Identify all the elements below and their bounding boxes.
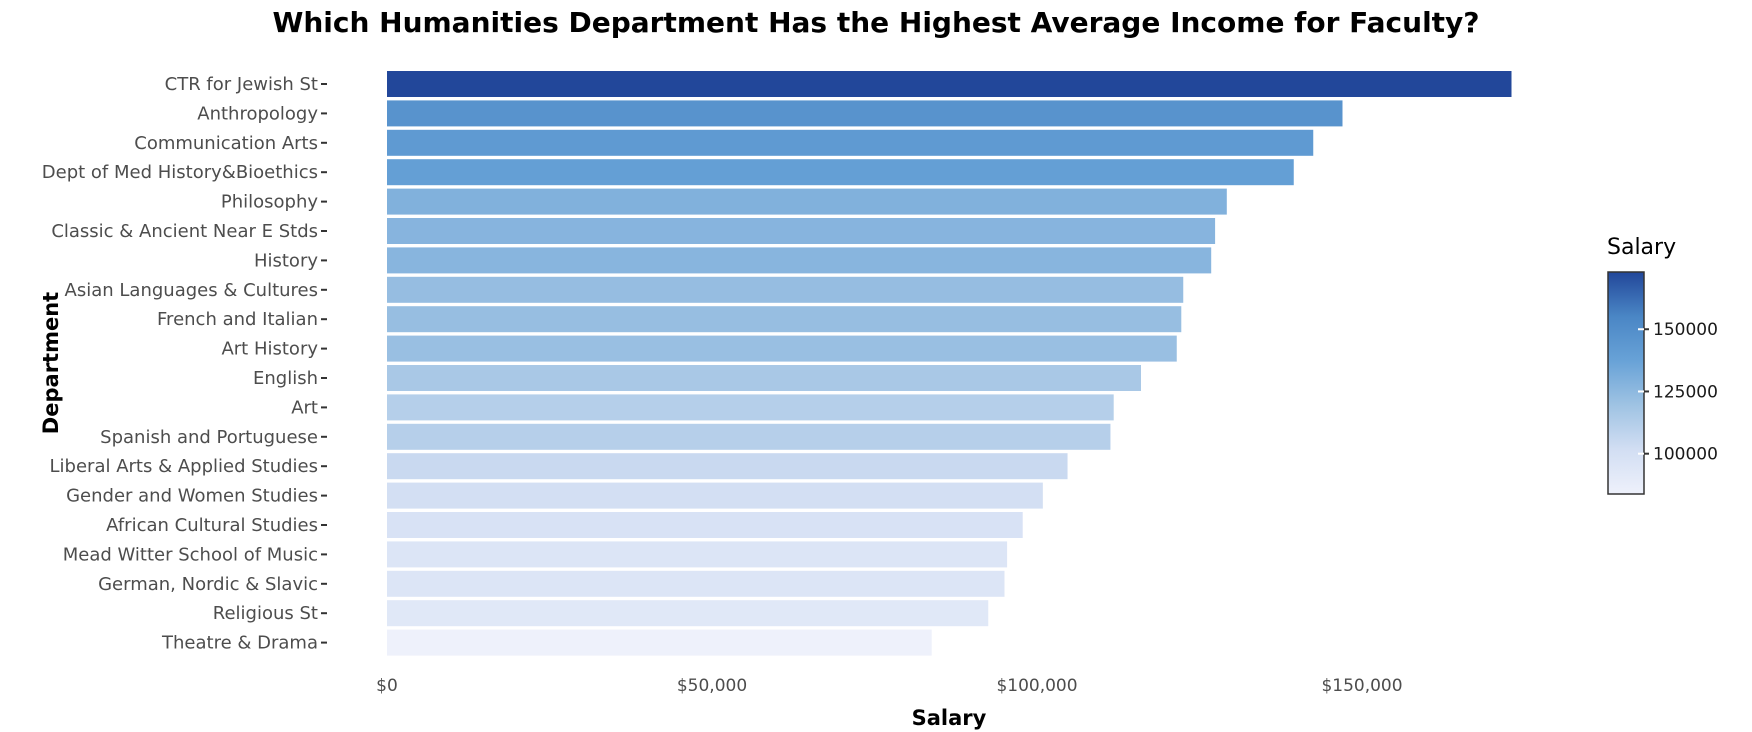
y-tick-label: Art History	[221, 339, 318, 360]
bar	[387, 512, 1023, 538]
y-tick-label: Theatre & Drama	[161, 633, 318, 654]
y-tick-label: Liberal Arts & Applied Studies	[50, 456, 318, 477]
x-tick-label: $50,000	[677, 676, 747, 696]
y-tick-label: English	[253, 368, 318, 389]
bars-group	[387, 71, 1512, 656]
bar	[387, 482, 1043, 509]
bar	[387, 247, 1212, 274]
bar	[387, 188, 1227, 215]
bar	[387, 218, 1216, 244]
y-tick-label: Philosophy	[221, 192, 319, 213]
bar	[387, 365, 1141, 391]
bar	[387, 100, 1343, 127]
y-tick-label: Classic & Ancient Near E Stds	[51, 221, 318, 242]
y-tick-label: Religious St	[213, 603, 318, 624]
chart-title: Which Humanities Department Has the High…	[272, 6, 1479, 39]
y-tick-label: Asian Languages & Cultures	[65, 280, 318, 301]
y-tick-label: Mead Witter School of Music	[63, 544, 318, 565]
y-tick-label: Spanish and Portuguese	[100, 427, 318, 448]
bar	[387, 394, 1114, 421]
y-tick-label: History	[254, 250, 318, 271]
x-axis-title: Salary	[912, 706, 987, 730]
legend-tick-label: 100000	[1653, 445, 1718, 465]
bar	[387, 71, 1512, 97]
bar	[387, 306, 1182, 333]
legend-tick-label: 150000	[1653, 320, 1718, 340]
legend: Salary 100000 125000 150000	[1607, 235, 1718, 495]
x-axis: $0 $50,000 $100,000 $150,000	[376, 676, 1402, 696]
y-tick-label: Gender and Women Studies	[66, 486, 318, 507]
legend-title: Salary	[1607, 235, 1676, 260]
y-axis-title: Department	[39, 292, 63, 434]
y-tick-label: German, Nordic & Slavic	[98, 574, 318, 595]
y-tick-label: French and Italian	[157, 309, 318, 330]
bar	[387, 541, 1008, 568]
bar	[387, 570, 1005, 597]
bar	[387, 335, 1177, 362]
bar	[387, 453, 1068, 480]
legend-colorbar	[1607, 271, 1645, 495]
x-tick-label: $150,000	[1321, 676, 1402, 696]
bar	[387, 159, 1294, 186]
y-axis: CTR for Jewish St Anthropology Communicati…	[42, 74, 327, 654]
bar	[387, 423, 1111, 450]
x-tick-label: $100,000	[996, 676, 1077, 696]
bar	[387, 276, 1184, 303]
y-tick-label: Anthropology	[197, 103, 318, 124]
bar	[387, 129, 1314, 156]
x-tick-label: $0	[376, 676, 398, 696]
y-tick-label: Communication Arts	[134, 133, 318, 154]
y-tick-label: CTR for Jewish St	[165, 74, 318, 95]
bar	[387, 629, 932, 656]
y-tick-label: Dept of Med History&Bioethics	[42, 162, 318, 183]
y-tick-label: Art	[291, 397, 318, 418]
bar	[387, 600, 989, 627]
legend-tick-label: 125000	[1653, 382, 1718, 402]
y-tick-label: African Cultural Studies	[106, 515, 318, 536]
